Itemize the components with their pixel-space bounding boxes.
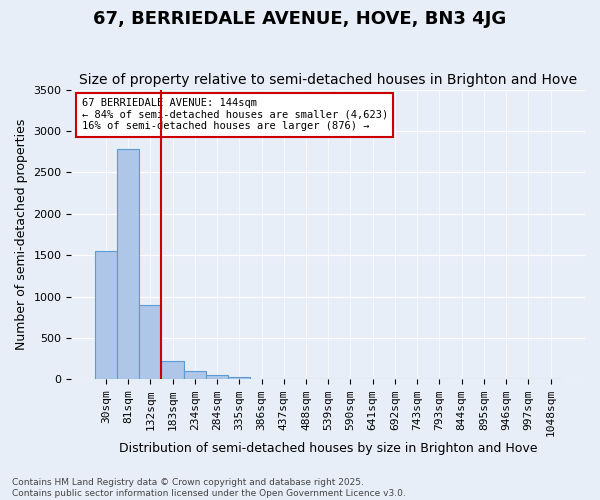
Bar — [117, 149, 139, 380]
Text: 67 BERRIEDALE AVENUE: 144sqm
← 84% of semi-detached houses are smaller (4,623)
1: 67 BERRIEDALE AVENUE: 144sqm ← 84% of se… — [82, 98, 388, 132]
X-axis label: Distribution of semi-detached houses by size in Brighton and Hove: Distribution of semi-detached houses by … — [119, 442, 538, 455]
Title: Size of property relative to semi-detached houses in Brighton and Hove: Size of property relative to semi-detach… — [79, 73, 577, 87]
Text: 67, BERRIEDALE AVENUE, HOVE, BN3 4JG: 67, BERRIEDALE AVENUE, HOVE, BN3 4JG — [94, 10, 506, 28]
Bar — [206, 376, 228, 380]
Bar — [184, 371, 206, 380]
Bar — [95, 251, 117, 380]
Y-axis label: Number of semi-detached properties: Number of semi-detached properties — [15, 119, 28, 350]
Bar — [139, 305, 161, 380]
Text: Contains HM Land Registry data © Crown copyright and database right 2025.
Contai: Contains HM Land Registry data © Crown c… — [12, 478, 406, 498]
Bar — [161, 361, 184, 380]
Bar — [250, 378, 272, 380]
Bar — [228, 377, 250, 380]
